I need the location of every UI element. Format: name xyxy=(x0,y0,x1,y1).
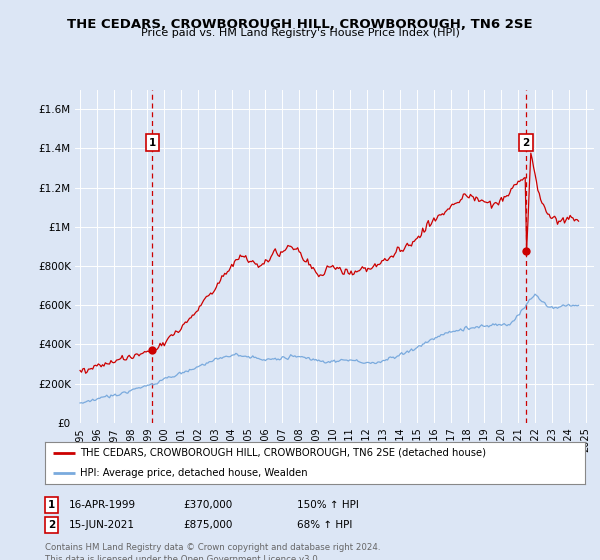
Text: 15-JUN-2021: 15-JUN-2021 xyxy=(69,520,135,530)
Text: HPI: Average price, detached house, Wealden: HPI: Average price, detached house, Weal… xyxy=(80,468,308,478)
Text: 16-APR-1999: 16-APR-1999 xyxy=(69,500,136,510)
Text: 2: 2 xyxy=(522,138,530,147)
Text: THE CEDARS, CROWBOROUGH HILL, CROWBOROUGH, TN6 2SE: THE CEDARS, CROWBOROUGH HILL, CROWBOROUG… xyxy=(67,18,533,31)
Text: THE CEDARS, CROWBOROUGH HILL, CROWBOROUGH, TN6 2SE (detached house): THE CEDARS, CROWBOROUGH HILL, CROWBOROUG… xyxy=(80,448,486,458)
Text: 68% ↑ HPI: 68% ↑ HPI xyxy=(297,520,352,530)
Text: Price paid vs. HM Land Registry's House Price Index (HPI): Price paid vs. HM Land Registry's House … xyxy=(140,28,460,38)
Text: £875,000: £875,000 xyxy=(183,520,232,530)
Text: 150% ↑ HPI: 150% ↑ HPI xyxy=(297,500,359,510)
Text: Contains HM Land Registry data © Crown copyright and database right 2024.
This d: Contains HM Land Registry data © Crown c… xyxy=(45,543,380,560)
Text: 1: 1 xyxy=(48,500,55,510)
Text: 2: 2 xyxy=(48,520,55,530)
Text: £370,000: £370,000 xyxy=(183,500,232,510)
Text: 1: 1 xyxy=(149,138,156,147)
